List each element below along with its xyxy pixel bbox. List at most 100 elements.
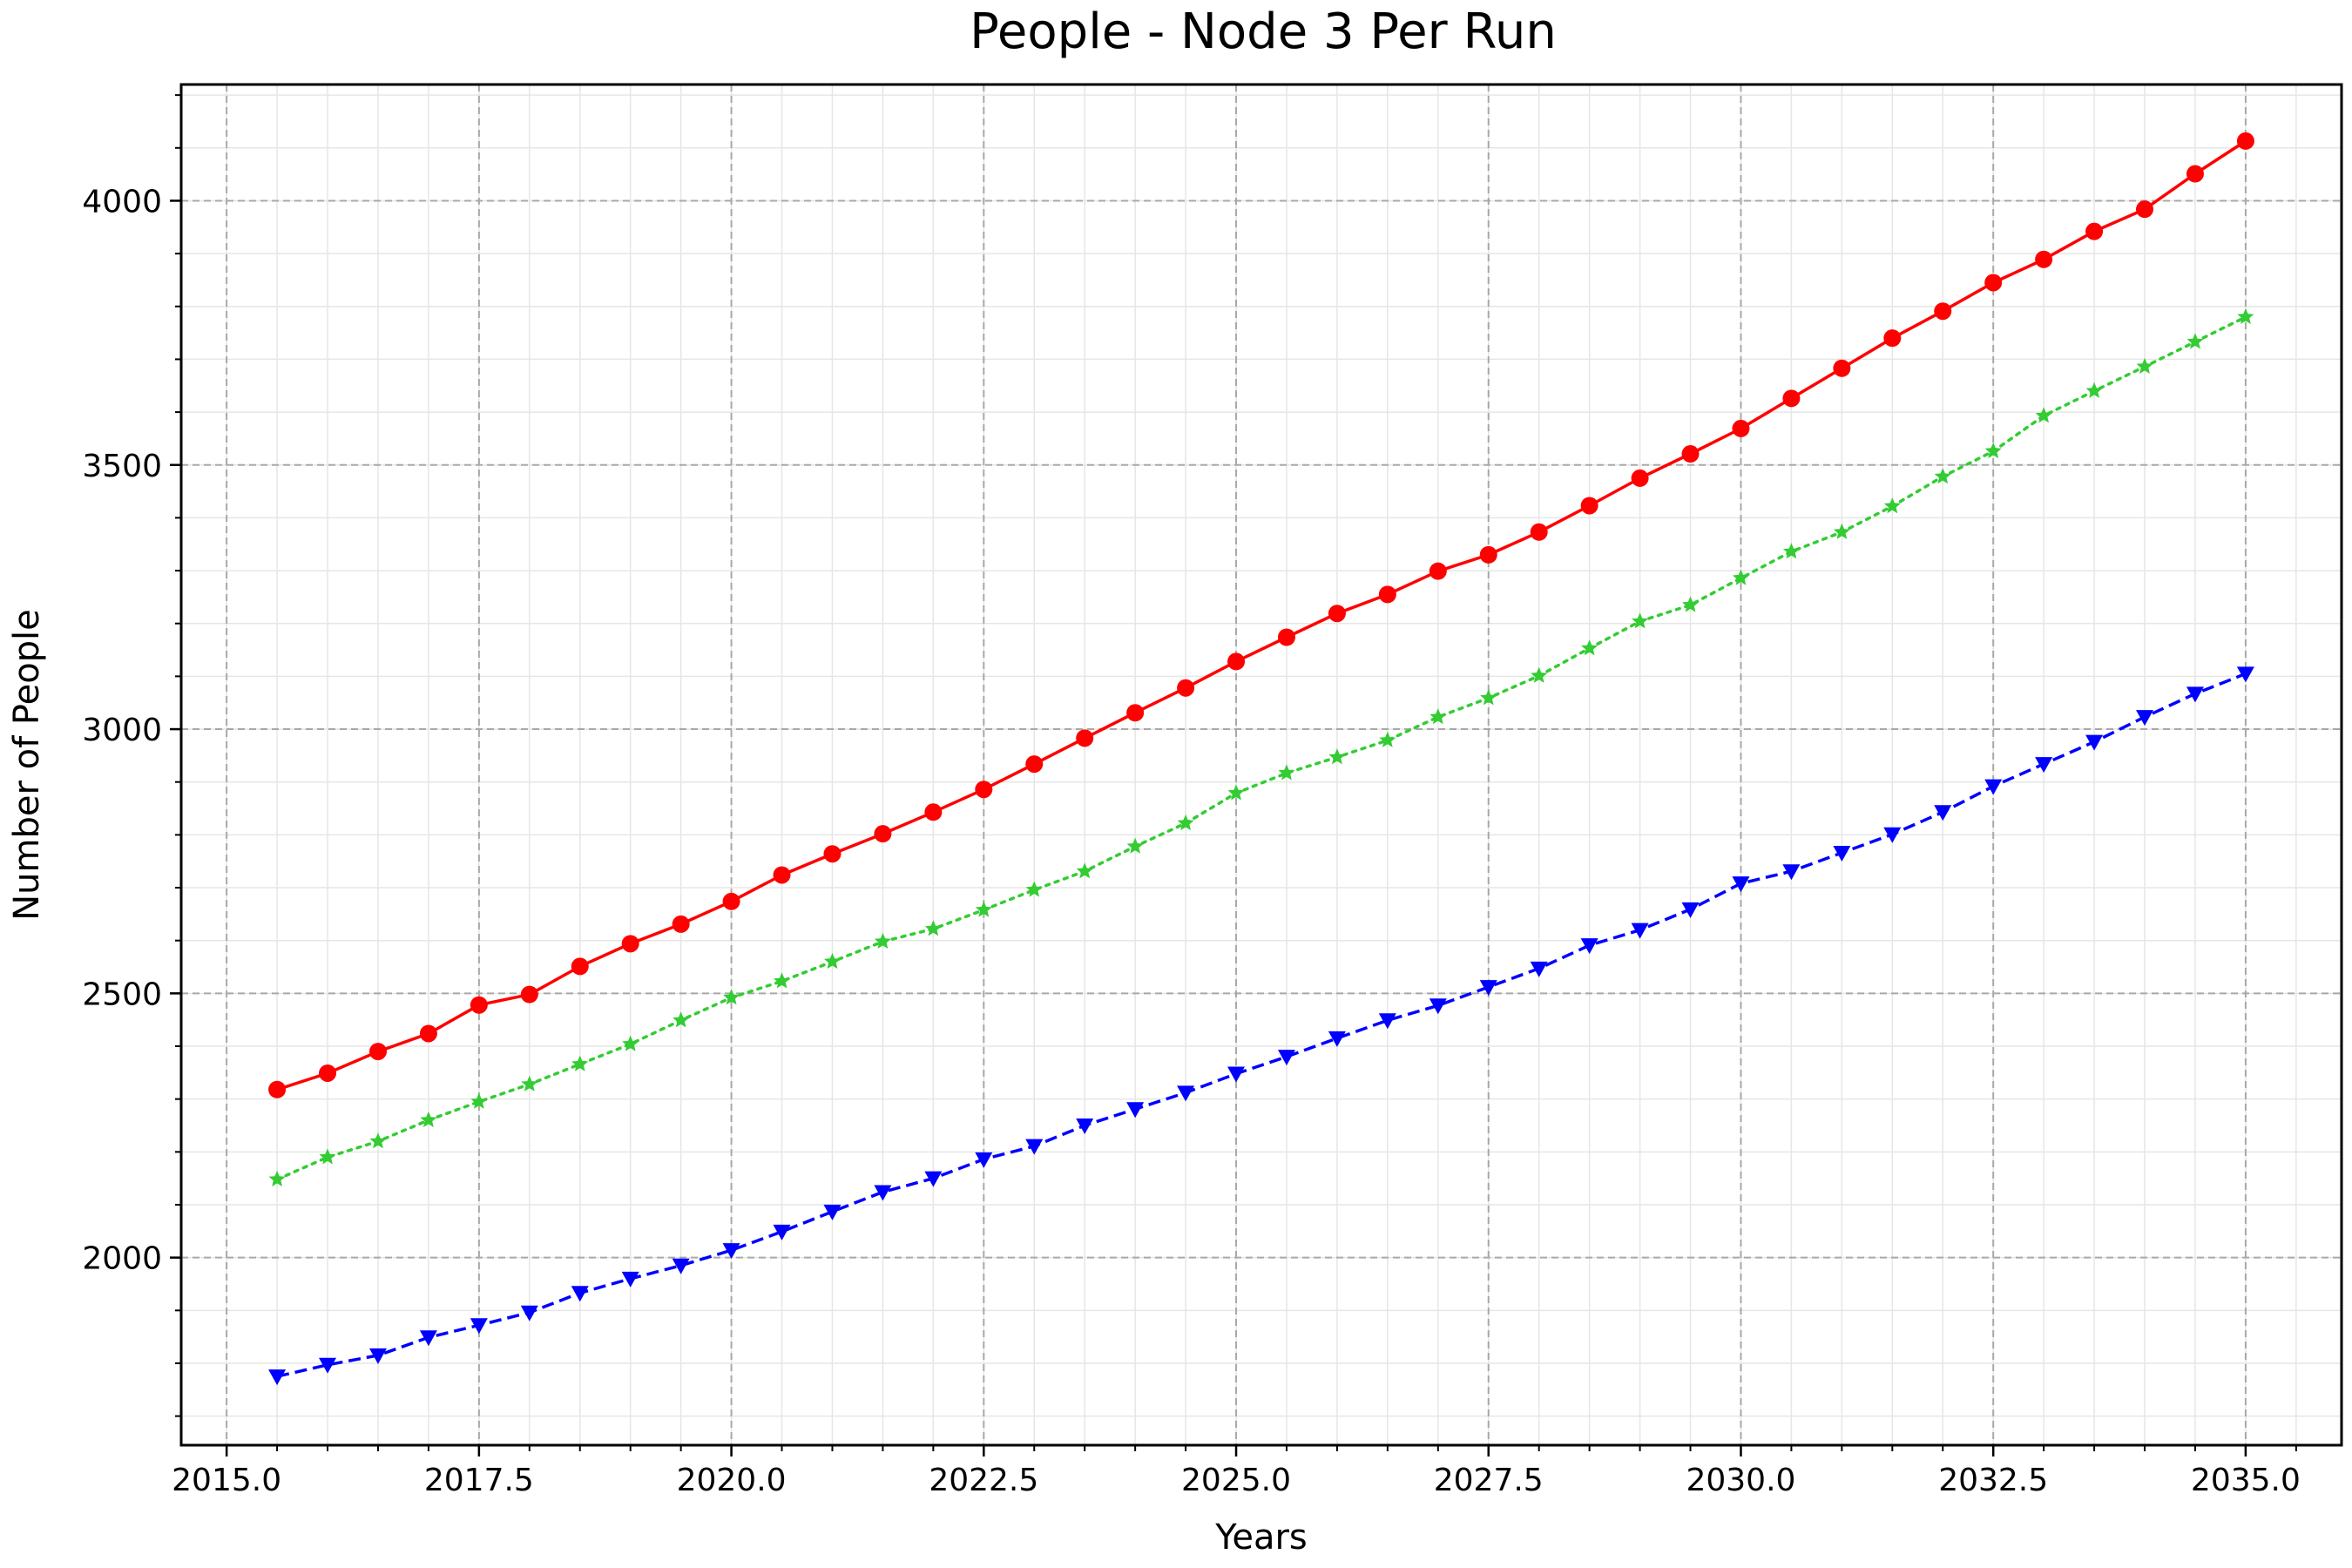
data-point (1480, 689, 1497, 706)
data-point (1631, 923, 1649, 939)
data-point (1177, 679, 1195, 697)
data-point (520, 1305, 538, 1321)
data-point (1025, 755, 1044, 774)
x-axis-label: Years (1214, 1517, 1308, 1558)
x-tick-label: 2015.0 (172, 1463, 281, 1498)
data-point (1429, 998, 1447, 1015)
y-axis-label: Number of People (7, 609, 47, 921)
data-point (1227, 784, 1245, 801)
x-tick-label: 2032.5 (1938, 1463, 2048, 1498)
data-point (319, 1148, 336, 1165)
y-tick-label: 2500 (82, 977, 162, 1012)
data-point (823, 1204, 841, 1220)
data-point (2085, 734, 2104, 751)
data-point (1681, 902, 1700, 918)
data-point (621, 935, 639, 953)
data-point (420, 1111, 437, 1127)
data-point (2035, 250, 2053, 268)
data-point (1531, 666, 1548, 683)
data-point (1177, 1085, 1195, 1102)
data-point (1328, 1031, 1346, 1047)
data-point (1277, 1050, 1295, 1066)
x-tick-label: 2035.0 (2191, 1463, 2301, 1498)
data-point (1126, 837, 1144, 854)
data-point (419, 1330, 437, 1347)
data-point (520, 985, 538, 1004)
data-point (1782, 543, 1800, 559)
series-2-line (275, 315, 2247, 1181)
data-point (470, 996, 488, 1014)
data-point (2186, 333, 2204, 349)
data-point (1984, 274, 2003, 292)
data-point (2035, 407, 2052, 423)
data-point (1126, 704, 1145, 722)
data-point (470, 1092, 488, 1109)
data-point (1984, 443, 2002, 459)
data-point (2236, 132, 2254, 150)
data-point (874, 1185, 892, 1201)
data-point (1479, 545, 1497, 564)
data-point (1530, 523, 1548, 541)
data-point (1025, 1139, 1044, 1155)
data-point (1378, 1013, 1396, 1030)
data-point (368, 1348, 387, 1364)
data-point (824, 953, 841, 969)
axis-ticks: 2015.0 2017.5 2020.0 2022.5 2025.0 2027.5 2030… (82, 94, 2301, 1498)
data-point (2236, 666, 2254, 683)
x-tick-label: 2025.0 (1181, 1463, 1291, 1498)
x-tick-label: 2022.5 (929, 1463, 1038, 1498)
data-point (1934, 468, 1951, 484)
series-layer (268, 132, 2254, 1386)
series-2 (268, 308, 2254, 1186)
data-point (1076, 862, 1093, 879)
data-point (1782, 864, 1801, 881)
data-point (1177, 814, 1194, 831)
data-point (268, 1369, 287, 1386)
data-point (823, 845, 841, 863)
data-point (1681, 445, 1700, 463)
data-point (2136, 357, 2153, 374)
data-point (470, 1318, 488, 1335)
data-point (2085, 222, 2104, 240)
chart-title: People - Node 3 Per Run (970, 3, 1557, 60)
series-1-line (276, 139, 2247, 1092)
data-point (1883, 827, 1902, 843)
data-point (1429, 562, 1447, 580)
data-point (1833, 359, 1851, 377)
data-point (368, 1043, 387, 1061)
data-point (2136, 710, 2154, 727)
x-tick-label: 2017.5 (424, 1463, 534, 1498)
data-point (571, 1055, 589, 1071)
data-point (268, 1170, 286, 1186)
data-point (319, 1064, 337, 1082)
data-point (1025, 881, 1043, 897)
x-tick-label: 2030.0 (1686, 1463, 1795, 1498)
data-point (2237, 308, 2254, 324)
data-point (1227, 652, 1246, 671)
data-point (773, 1224, 791, 1240)
data-point (1379, 731, 1396, 747)
data-point (924, 920, 942, 936)
data-point (722, 1243, 740, 1260)
data-point (369, 1132, 387, 1149)
data-point (1833, 523, 1850, 539)
x-tick-label: 2027.5 (1434, 1463, 1544, 1498)
data-point (1631, 469, 1649, 487)
data-point (1479, 980, 1497, 997)
data-point (1934, 302, 1952, 321)
data-point (1732, 419, 1750, 437)
y-tick-label: 2000 (82, 1241, 162, 1277)
data-point (268, 1080, 287, 1098)
data-point (1328, 605, 1346, 623)
data-point (1733, 569, 1749, 585)
data-point (975, 1152, 993, 1168)
data-point (1782, 389, 1801, 408)
y-tick-label: 3500 (82, 449, 162, 484)
data-point (1076, 1119, 1094, 1135)
data-point (975, 901, 992, 917)
series-1 (268, 132, 2254, 1098)
data-point (723, 989, 740, 1005)
data-point (874, 825, 892, 843)
data-point (1580, 938, 1598, 955)
